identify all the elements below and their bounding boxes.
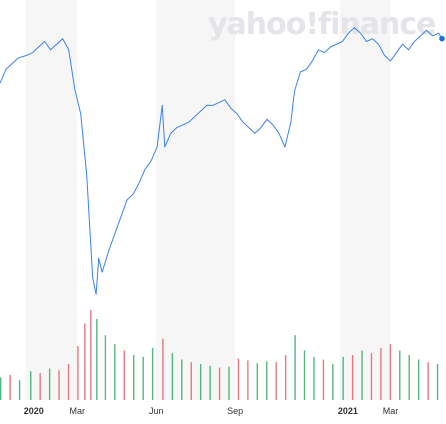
volume-bar bbox=[133, 355, 135, 400]
volume-bar bbox=[436, 364, 439, 400]
volume-bar bbox=[123, 350, 125, 400]
volume-bar bbox=[114, 344, 116, 400]
volume-bar bbox=[303, 350, 306, 400]
volume-bar bbox=[209, 365, 211, 400]
volume-bar bbox=[408, 355, 410, 400]
volume-bar bbox=[0, 377, 2, 400]
x-tick-label: Sep bbox=[227, 406, 243, 416]
volume-bar bbox=[84, 323, 86, 400]
background-bands bbox=[25, 0, 391, 400]
x-tick-label: 2021 bbox=[338, 406, 358, 416]
volume-bar bbox=[96, 319, 98, 400]
x-axis: 2020 Mar Jun Sep 2021 Mar bbox=[24, 406, 399, 416]
volume-bar bbox=[284, 355, 287, 400]
volume-bar bbox=[237, 358, 240, 400]
x-tick-label: Jun bbox=[149, 406, 164, 416]
volume-bar bbox=[256, 363, 259, 400]
volume-bar bbox=[399, 350, 401, 400]
volume-bar bbox=[313, 356, 315, 400]
volume-bar bbox=[18, 380, 21, 400]
volume-bar bbox=[266, 361, 268, 400]
last-price-point bbox=[439, 35, 445, 42]
volume-bar bbox=[427, 362, 429, 400]
x-tick-label: Mar bbox=[69, 406, 85, 416]
volume-bar bbox=[181, 359, 183, 400]
volume-bar bbox=[48, 368, 51, 400]
volume-bar bbox=[417, 359, 420, 400]
volume-bar bbox=[9, 374, 11, 400]
volume-bar bbox=[162, 338, 164, 400]
watermark-logo: yahoo!finance bbox=[208, 7, 435, 42]
volume-bar bbox=[228, 366, 230, 400]
volume-bar bbox=[104, 335, 107, 400]
x-tick-label: 2020 bbox=[24, 406, 44, 416]
volume-bar bbox=[30, 371, 32, 400]
volume-bar bbox=[171, 353, 174, 400]
volume-bar bbox=[90, 310, 92, 400]
volume-bar bbox=[380, 347, 382, 400]
volume-bar bbox=[342, 356, 344, 400]
volume-bar bbox=[370, 353, 373, 400]
volume-bar bbox=[247, 360, 249, 400]
volume-bar bbox=[58, 370, 60, 400]
volume-bar bbox=[39, 373, 41, 400]
price-line bbox=[0, 27, 443, 295]
volume-bar bbox=[294, 335, 296, 400]
volume-bar bbox=[199, 364, 202, 400]
volume-bar bbox=[389, 344, 392, 400]
volume-bar bbox=[190, 362, 192, 400]
volume-bar bbox=[142, 356, 144, 400]
volume-bar bbox=[322, 359, 325, 400]
x-tick-label: Mar bbox=[383, 406, 399, 416]
volume-bar bbox=[67, 364, 70, 400]
volume-bar bbox=[332, 364, 334, 400]
background-band bbox=[25, 0, 78, 400]
volume-bar bbox=[361, 350, 363, 400]
volume-bars bbox=[0, 310, 439, 400]
volume-bar bbox=[77, 346, 79, 400]
background-band bbox=[339, 0, 391, 400]
volume-bar bbox=[151, 347, 154, 400]
background-band bbox=[156, 0, 236, 400]
volume-bar bbox=[351, 355, 354, 400]
volume-bar bbox=[218, 367, 221, 400]
volume-bar bbox=[275, 362, 277, 400]
